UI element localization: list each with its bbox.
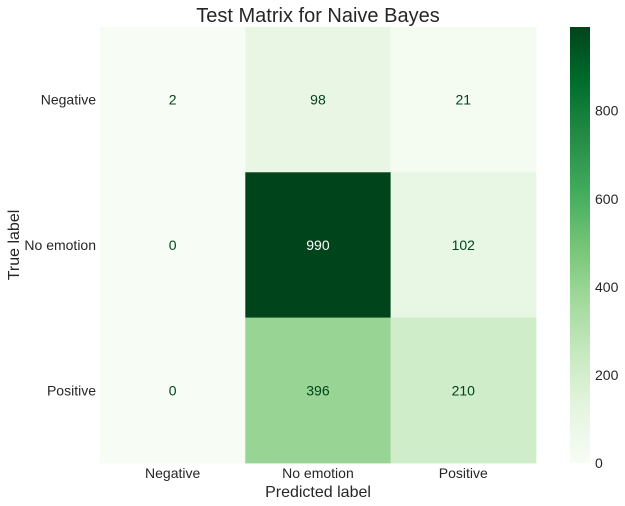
cell-value-label: 2 <box>169 92 177 108</box>
colorbar-tick-label: 600 <box>595 191 619 207</box>
y-tick-label: Positive <box>47 382 96 398</box>
colorbar-tick-label: 400 <box>595 279 619 295</box>
x-tick-labels: Negative No emotion Positive <box>145 465 488 481</box>
chart-title: Test Matrix for Naive Bayes <box>196 5 439 27</box>
cell-value-label: 21 <box>455 92 471 108</box>
colorbar-tick-labels: 0 200 400 600 800 <box>595 103 619 471</box>
heatmap-cell <box>245 27 392 173</box>
y-tick-label: Negative <box>41 92 96 108</box>
heatmap-cell <box>390 27 537 173</box>
cell-value-label: 0 <box>169 237 177 253</box>
cell-value-label: 102 <box>452 237 476 253</box>
heatmap-cells <box>100 27 537 464</box>
cell-value-label: 210 <box>452 382 476 398</box>
heatmap-cell <box>245 317 392 464</box>
cell-value-label: 396 <box>306 382 330 398</box>
x-tick-label: Negative <box>145 465 200 481</box>
heatmap-cell <box>100 172 246 319</box>
y-tick-label: No emotion <box>24 237 96 253</box>
cell-value-label: 98 <box>310 92 326 108</box>
cell-value-label: 0 <box>169 382 177 398</box>
heatmap-cell <box>390 172 537 319</box>
x-axis-label: Predicted label <box>265 484 371 501</box>
heatmap-cell <box>390 317 537 464</box>
x-tick-label: No emotion <box>282 465 354 481</box>
heatmap-cell <box>245 172 392 319</box>
heatmap-cell <box>100 27 246 173</box>
cell-value-label: 990 <box>306 237 330 253</box>
colorbar-tick-label: 0 <box>595 455 603 471</box>
colorbar <box>570 27 590 463</box>
colorbar-tick-label: 800 <box>595 103 619 119</box>
y-axis-label: True label <box>6 210 23 281</box>
x-tick-label: Positive <box>439 465 488 481</box>
y-tick-labels: Negative No emotion Positive <box>24 92 96 399</box>
heatmap-cell <box>100 317 246 464</box>
colorbar-tick-label: 200 <box>595 367 619 383</box>
